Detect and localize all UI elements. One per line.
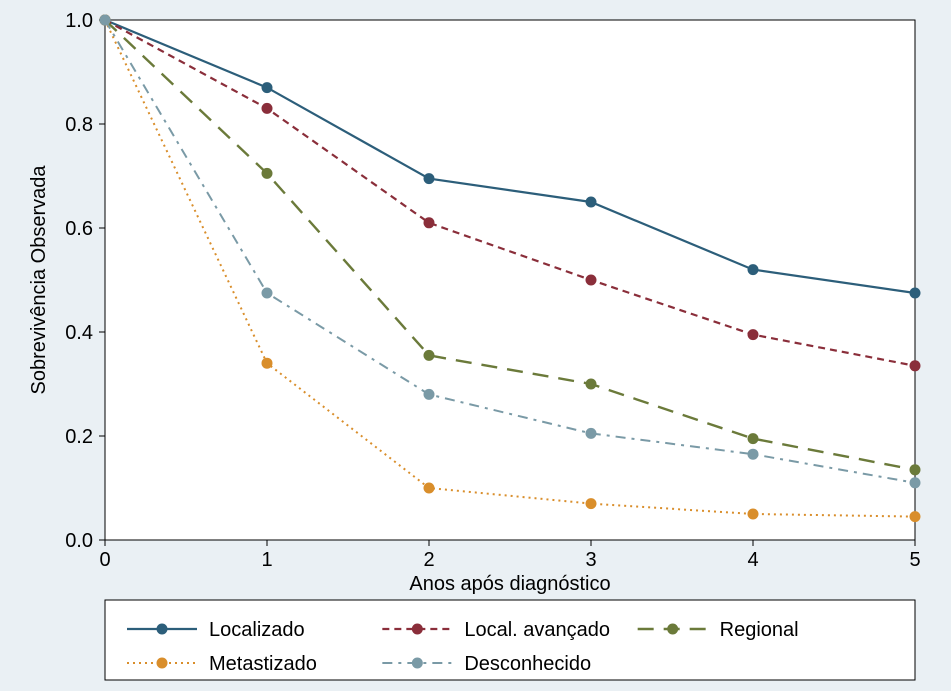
series-marker-regional [424, 350, 435, 361]
series-marker-local_avancado [910, 360, 921, 371]
series-marker-metastizado [748, 509, 759, 520]
legend-label-regional: Regional [720, 619, 799, 641]
chart-svg: 0 1 2 3 4 5 Anos após diagnóstico 0.0 0.2 0.4 0.6 0… [0, 0, 951, 691]
svg-text:0: 0 [99, 549, 110, 571]
series-marker-local_avancado [748, 329, 759, 340]
svg-text:0.6: 0.6 [65, 218, 93, 240]
series-marker-desconhecido [100, 15, 111, 26]
series-marker-local_avancado [262, 103, 273, 114]
svg-text:5: 5 [909, 549, 920, 571]
svg-text:1: 1 [261, 549, 272, 571]
series-marker-regional [262, 168, 273, 179]
series-marker-desconhecido [424, 389, 435, 400]
legend-label-local_avancado: Local. avançado [464, 619, 610, 641]
series-marker-desconhecido [748, 449, 759, 460]
y-axis-label: Sobrevivência Observada [28, 165, 50, 395]
series-marker-localizado [262, 82, 273, 93]
svg-text:2: 2 [423, 549, 434, 571]
svg-text:0.8: 0.8 [65, 114, 93, 136]
series-marker-metastizado [262, 358, 273, 369]
svg-text:0.2: 0.2 [65, 426, 93, 448]
legend-label-localizado: Localizado [209, 619, 305, 641]
svg-text:4: 4 [747, 549, 758, 571]
series-marker-local_avancado [586, 275, 597, 286]
survival-chart: 0 1 2 3 4 5 Anos após diagnóstico 0.0 0.2 0.4 0.6 0… [0, 0, 951, 691]
series-marker-desconhecido [910, 477, 921, 488]
series-marker-regional [910, 464, 921, 475]
series-marker-regional [748, 433, 759, 444]
series-marker-desconhecido [262, 288, 273, 299]
svg-text:1.0: 1.0 [65, 10, 93, 32]
series-marker-localizado [910, 288, 921, 299]
svg-text:3: 3 [585, 549, 596, 571]
series-marker-localizado [748, 264, 759, 275]
legend-label-desconhecido: Desconhecido [464, 653, 591, 675]
series-marker-localizado [424, 173, 435, 184]
series-marker-metastizado [586, 498, 597, 509]
series-marker-metastizado [424, 483, 435, 494]
legend-label-metastizado: Metastizado [209, 653, 317, 675]
svg-text:0.0: 0.0 [65, 530, 93, 552]
series-marker-metastizado [910, 511, 921, 522]
series-marker-localizado [586, 197, 597, 208]
svg-text:0.4: 0.4 [65, 322, 93, 344]
series-marker-regional [586, 379, 597, 390]
series-marker-desconhecido [586, 428, 597, 439]
series-marker-local_avancado [424, 217, 435, 228]
x-axis-label: Anos após diagnóstico [409, 573, 610, 595]
